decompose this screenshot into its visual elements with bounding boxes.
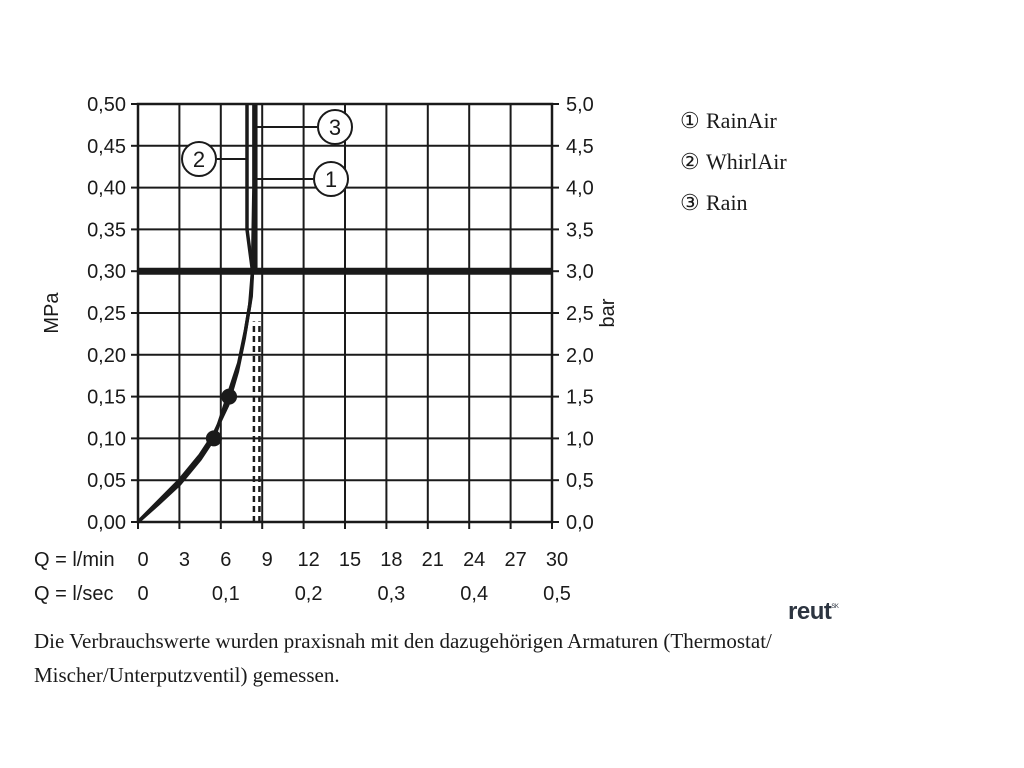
y-tick-label-left: 0,50 [87,94,126,116]
x-tick-label-lsec: 0,1 [212,583,240,605]
legend-item-whirlair: ② WhirlAir [680,141,787,182]
callouts: 3 2 1 [181,109,353,197]
data-point [205,430,222,447]
x-tick-label-lmin: 21 [422,549,444,571]
y-tick-label-right: 1,0 [566,428,594,450]
y-tick-label-left: 0,20 [87,345,126,367]
x-tick-label-lmin: 3 [179,549,190,571]
legend-marker: ② [680,149,700,174]
y-tick-label-right: 2,0 [566,345,594,367]
legend-marker: ③ [680,190,700,215]
y-tick-label-left: 0,30 [87,261,126,283]
x-tick-label-lmin: 12 [297,549,319,571]
y-tick-label-right: 4,0 [566,178,594,200]
x-tick-label-lsec: 0 [137,583,148,605]
callout-circle [181,141,217,177]
y-tick-label-right: 0,5 [566,470,594,492]
y-tick-label-right: 5,0 [566,94,594,116]
callout-label: 1 [325,167,337,192]
y-tick-label-right: 1,5 [566,387,594,409]
series-layer [136,104,261,524]
legend-label: WhirlAir [706,149,787,174]
legend: ① RainAir ② WhirlAir ③ Rain [680,100,787,223]
y-tick-label-right: 2,5 [566,303,594,325]
callout-circle [313,161,349,197]
y-tick-label-right: 3,5 [566,219,594,241]
x-axis-title-lmin: Q = l/min [34,549,115,571]
x-tick-label-lsec: 0,5 [543,583,571,605]
x-tick-label-lmin: 6 [220,549,231,571]
y-tick-label-right: 4,5 [566,136,594,158]
legend-marker: ① [680,108,700,133]
logo-sup: SK [831,604,839,610]
x-tick-label-lsec: 0,4 [460,583,488,605]
x-tick-label-lmin: 27 [504,549,526,571]
plot-border [136,102,554,524]
x-tick-label-lmin: 0 [137,549,148,571]
series-line-whirlair [136,104,255,524]
brand-logo: reutSK [788,598,839,626]
data-point [221,388,238,405]
axis-labels: 0,00 0,00,05 0,50,10 1,00,15 1,50,20 2,00,25 2… [34,94,619,605]
y-tick-label-left: 0,40 [87,178,126,200]
x-tick-label-lmin: 9 [262,549,273,571]
x-tick-label-lsec: 0,3 [377,583,405,605]
y-tick-label-left: 0,05 [87,470,126,492]
y-tick-label-right: 3,0 [566,261,594,283]
x-tick-label-lmin: 18 [380,549,402,571]
y-axis-title-left: MPa [41,292,63,334]
y-tick-label-left: 0,15 [87,387,126,409]
series-line-rainair [136,104,256,524]
legend-item-rain: ③ Rain [680,182,787,223]
y-tick-label-left: 0,45 [87,136,126,158]
y-axis-title-right: bar [597,298,619,327]
legend-label: RainAir [706,108,777,133]
y-tick-label-left: 0,35 [87,219,126,241]
x-tick-label-lmin: 30 [546,549,568,571]
y-tick-label-left: 0,10 [87,428,126,450]
y-tick-label-left: 0,00 [87,512,126,534]
x-tick-label-lsec: 0,2 [295,583,323,605]
callout-circle [317,109,353,145]
x-tick-label-lmin: 15 [339,549,361,571]
callout-label: 2 [193,147,205,172]
y-tick-label-left: 0,25 [87,303,126,325]
x-axis-title-lsec: Q = l/sec [34,583,113,605]
footnote: Die Verbrauchswerte wurden praxisnah mit… [34,629,772,687]
callout-label: 3 [329,115,341,140]
legend-label: Rain [706,190,748,215]
y-tick-label-right: 0,0 [566,512,594,534]
logo-text: reut [788,598,832,625]
legend-item-rainair: ① RainAir [680,100,787,141]
x-tick-label-lmin: 24 [463,549,485,571]
